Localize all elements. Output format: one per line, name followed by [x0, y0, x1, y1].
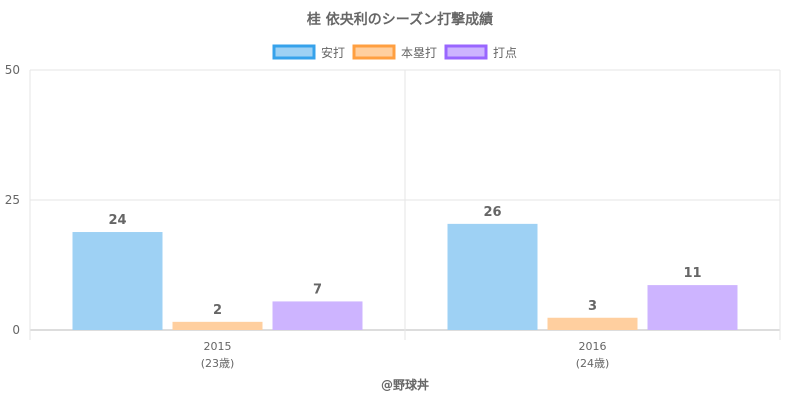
data-label: 7 — [313, 282, 322, 297]
data-label: 11 — [683, 266, 701, 281]
bars — [72, 223, 738, 330]
credit-text: @野球丼 — [381, 377, 429, 392]
x-tick-label: 2016 — [579, 340, 607, 353]
y-tick-label: 0 — [12, 323, 20, 337]
chart-title: 桂 依央利のシーズン打撃成績 — [306, 11, 493, 28]
y-axis-ticks: 0 25 50 — [5, 63, 20, 337]
x-axis-labels: 2015 (23歳) 2016 (24歳) — [201, 340, 610, 370]
x-tick-sublabel: (23歳) — [201, 357, 235, 370]
bar — [72, 232, 163, 330]
y-tick-label: 50 — [5, 63, 20, 77]
data-labels: 24 2 7 26 3 11 — [108, 205, 701, 318]
data-label: 26 — [483, 205, 501, 220]
legend: 安打 本塁打 打点 — [272, 44, 517, 60]
legend-swatch — [444, 44, 488, 60]
x-tick-sublabel: (24歳) — [576, 357, 610, 370]
y-tick-label: 25 — [5, 193, 20, 207]
legend-label: 本塁打 — [401, 46, 437, 60]
bar — [647, 285, 738, 330]
legend-label: 打点 — [493, 46, 517, 60]
x-tick-label: 2015 — [204, 340, 232, 353]
data-label: 3 — [588, 299, 597, 314]
data-label: 2 — [213, 303, 222, 318]
bar — [172, 321, 263, 330]
bar — [272, 301, 363, 330]
bar — [447, 223, 538, 330]
legend-swatch — [352, 44, 396, 60]
legend-label: 安打 — [321, 45, 345, 60]
bar — [547, 317, 638, 330]
legend-swatch — [272, 44, 316, 60]
data-label: 24 — [108, 213, 126, 228]
